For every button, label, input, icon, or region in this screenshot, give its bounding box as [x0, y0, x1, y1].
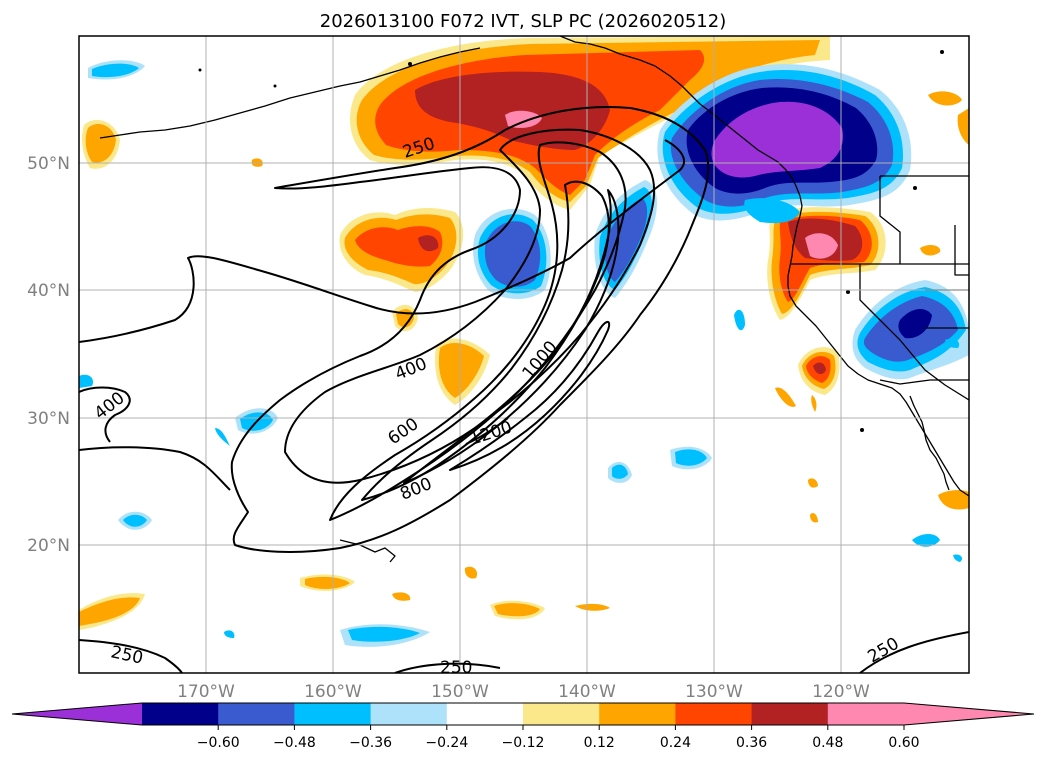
lon-label: 120°W: [812, 682, 870, 702]
coastlines: [99, 36, 969, 563]
longitude-labels: 170°W 160°W 150°W 140°W 130°W 120°W: [177, 682, 870, 702]
lon-label: 150°W: [431, 682, 489, 702]
negative-anomaly-shading: [79, 60, 969, 647]
colorbar-tick-label: −0.12: [502, 735, 545, 751]
colorbar-extend-right: [904, 703, 1034, 725]
lon-label: 160°W: [304, 682, 362, 702]
lat-label: 50°N: [27, 154, 70, 174]
lat-label: 30°N: [27, 409, 70, 429]
colorbar-extend-left: [12, 703, 142, 725]
colorbar-segment: [751, 703, 829, 725]
lon-label: 170°W: [177, 682, 235, 702]
colorbar-tick-label: −0.48: [273, 735, 316, 751]
map-area: 250 250 250 250 400 400 600 800 1000 120…: [79, 36, 969, 678]
colorbar-tick-label: 0.12: [584, 735, 615, 751]
lat-label: 20°N: [27, 536, 70, 556]
lon-label: 130°W: [685, 682, 743, 702]
map-frame: [78, 35, 970, 674]
positive-anomaly-shading: [79, 36, 969, 630]
latitude-labels: 50°N 40°N 30°N 20°N: [27, 154, 70, 556]
ivt-contours: [79, 105, 969, 673]
lat-label: 40°N: [27, 281, 70, 301]
lon-label: 140°W: [558, 682, 616, 702]
colorbar-tick-label: 0.60: [888, 735, 919, 751]
colorbar-segment: [218, 703, 295, 725]
colorbar-segment: [599, 703, 676, 725]
colorbar-segment: [827, 703, 905, 725]
colorbar-tick-label: −0.24: [425, 735, 468, 751]
colorbar-segment: [294, 703, 372, 725]
colorbar-tick-label: 0.24: [660, 735, 691, 751]
colorbar-tick-label: −0.60: [197, 735, 240, 751]
colorbar-tick-label: 0.48: [812, 735, 843, 751]
colorbar-tick-label: 0.36: [736, 735, 767, 751]
graticule: [79, 36, 969, 673]
colorbar-segment: [446, 703, 524, 725]
colorbar-segment: [370, 703, 448, 725]
colorbar-segment: [142, 703, 219, 725]
colorbar-segment: [675, 703, 753, 725]
colorbar-tick-label: −0.36: [349, 735, 392, 751]
colorbar: −0.60 −0.48 −0.36 −0.24 −0.12 0.12 0.24 0.36 0.4…: [11, 702, 1035, 751]
contour-label-250: 250: [440, 658, 472, 678]
figure-title: 2026013100 F072 IVT, SLP PC (2026020512): [320, 11, 726, 32]
colorbar-segment: [523, 703, 600, 725]
